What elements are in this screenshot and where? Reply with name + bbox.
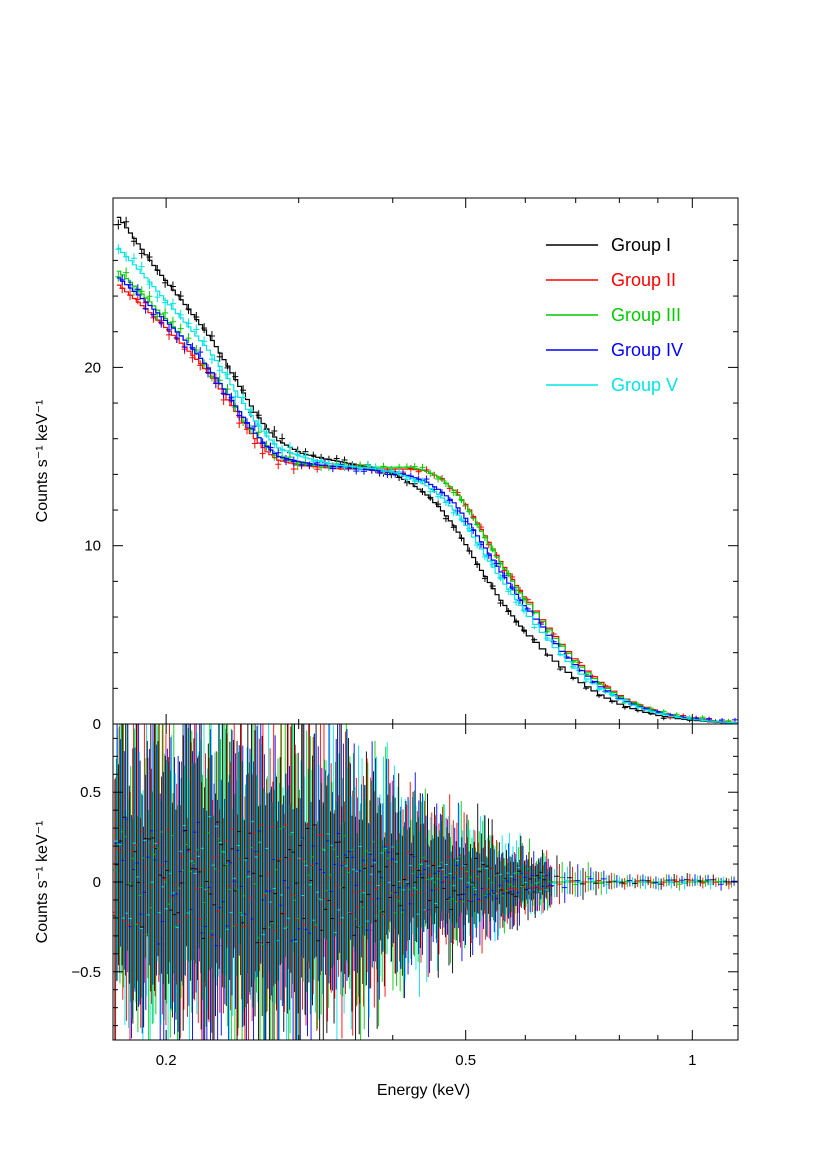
top-y-tick-label: 20: [84, 359, 101, 376]
top-plot-area: [115, 216, 738, 724]
top-y-tick-label: 10: [84, 538, 101, 555]
legend-label-1: Group I: [611, 235, 671, 255]
x-tick-label: 0.5: [455, 1052, 476, 1069]
legend: Group I Group II Group III Group IV Group V: [546, 235, 683, 395]
x-axis-label: Energy (keV): [377, 1082, 470, 1099]
bottom-y-axis-label: Counts s⁻¹ keV⁻¹: [34, 821, 51, 944]
top-y-axis-label: Counts s⁻¹ keV⁻¹: [34, 400, 51, 523]
legend-label-2: Group II: [611, 270, 676, 290]
bottom-y-tick-label: −0.5: [71, 964, 101, 981]
model-step-5: [116, 247, 738, 724]
top-y-tick-label: 0: [93, 716, 101, 733]
legend-label-4: Group IV: [611, 340, 683, 360]
bottom-y-tick-label: 0.5: [80, 784, 101, 801]
bottom-y-tick-label: 0: [93, 874, 101, 891]
bottom-plot-area: [113, 724, 738, 1040]
x-tick-label: 0.2: [156, 1052, 177, 1069]
bottom-panel: −0.5 0 0.5 0.2 0.5 1: [71, 723, 739, 1069]
x-tick-label: 1: [688, 1052, 696, 1069]
legend-label-5: Group V: [611, 375, 678, 395]
legend-label-3: Group III: [611, 305, 681, 325]
